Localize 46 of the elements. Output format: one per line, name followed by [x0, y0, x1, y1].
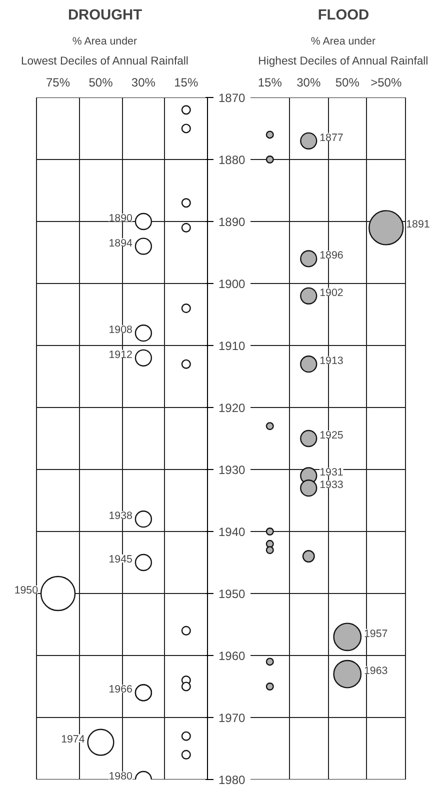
x-tick-label: 50%	[335, 76, 360, 90]
x-tick-label: >50%	[370, 76, 402, 90]
x-tick-label: 50%	[88, 76, 114, 90]
data-label: 1931	[320, 466, 344, 479]
data-label: 1963	[364, 665, 388, 678]
x-tick-label: 75%	[46, 76, 70, 90]
y-tick-label: 1980	[218, 773, 246, 787]
chart-subtitle: % Area under	[72, 36, 138, 48]
data-label: 1908	[108, 324, 133, 336]
x-axis-title: Lowest Deciles of Annual Rainfall	[20, 56, 188, 68]
y-tick-label: 1930	[218, 463, 246, 477]
y-tick-label: 1920	[218, 401, 246, 415]
data-label: 1894	[108, 237, 133, 250]
data-label: 1950	[14, 584, 38, 596]
data-label: 1925	[320, 430, 344, 442]
y-tick-label: 1870	[218, 91, 246, 105]
data-label: 1980	[108, 770, 133, 782]
y-tick-label: 1900	[218, 277, 246, 291]
y-tick-label: 1970	[218, 711, 246, 725]
y-tick-label: 1940	[218, 525, 246, 539]
data-label: 1877	[320, 132, 344, 144]
data-label: 1891	[406, 218, 430, 231]
data-label: 1902	[320, 286, 344, 299]
x-tick-label: 15%	[258, 76, 282, 90]
y-tick-label: 1950	[218, 587, 246, 601]
y-tick-label: 1960	[218, 649, 246, 663]
x-tick-label: 30%	[131, 76, 156, 90]
data-label: 1966	[108, 684, 133, 696]
data-label: 1913	[320, 355, 344, 368]
data-label: 1890	[108, 212, 133, 224]
x-tick-label: 15%	[174, 76, 198, 90]
chart-title: DROUGHT	[68, 8, 142, 24]
data-label: 1938	[108, 510, 133, 522]
y-tick-label: 1910	[218, 339, 246, 353]
data-label: 1945	[108, 554, 133, 566]
x-tick-label: 30%	[296, 76, 321, 90]
chart-subtitle: % Area under	[310, 36, 376, 48]
x-axis-title: Highest Deciles of Annual Rainfall	[258, 56, 428, 68]
chart-title: FLOOD	[318, 8, 370, 24]
data-label: 1974	[61, 733, 85, 746]
y-tick-label: 1880	[218, 153, 246, 167]
data-label: 1896	[320, 250, 344, 262]
data-label: 1933	[320, 479, 344, 492]
data-label: 1957	[364, 628, 388, 640]
data-label: 1912	[108, 348, 133, 361]
y-tick-label: 1890	[218, 215, 246, 229]
